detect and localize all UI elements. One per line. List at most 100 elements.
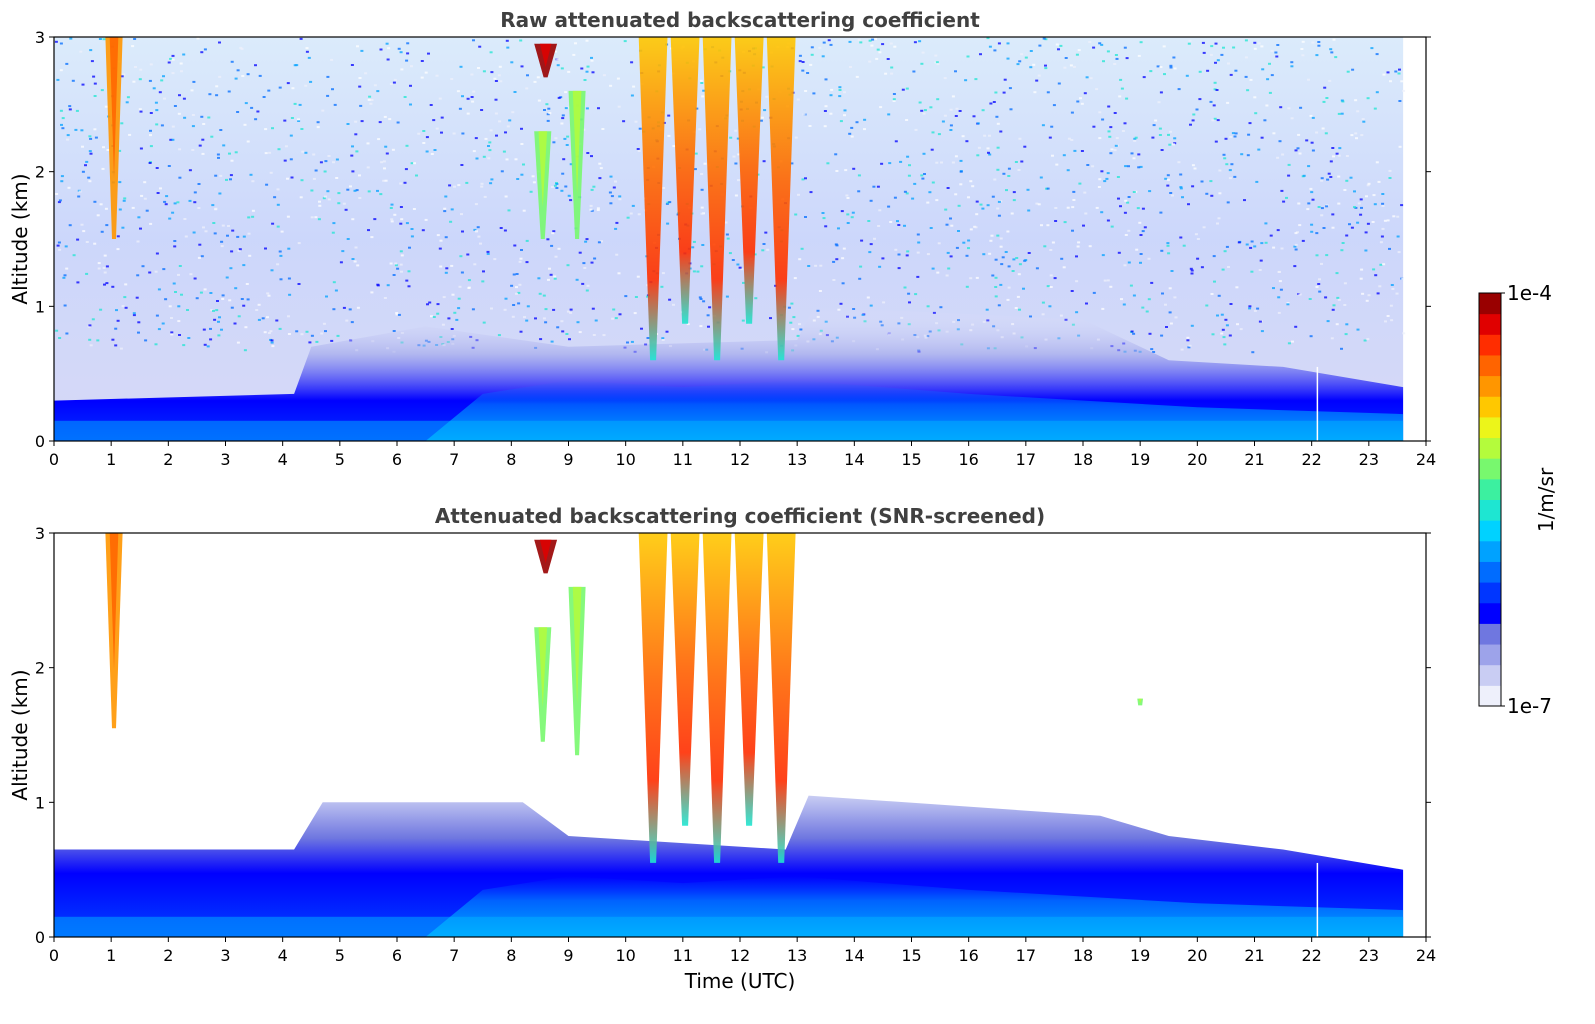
- noise-pixel: [350, 154, 354, 157]
- noise-pixel: [319, 161, 323, 164]
- noise-pixel: [334, 289, 338, 292]
- noise-pixel: [846, 197, 850, 199]
- noise-pixel: [884, 72, 888, 75]
- noise-pixel: [170, 333, 174, 336]
- noise-pixel: [1039, 176, 1043, 179]
- noise-pixel: [665, 202, 669, 205]
- noise-pixel: [611, 317, 615, 320]
- noise-pixel: [267, 332, 271, 334]
- noise-pixel: [848, 132, 852, 135]
- noise-pixel: [450, 208, 454, 211]
- noise-pixel: [1127, 229, 1131, 232]
- noise-pixel: [68, 108, 72, 111]
- noise-pixel: [581, 282, 585, 285]
- x-tick-label: 17: [1016, 450, 1036, 469]
- noise-pixel: [593, 257, 597, 260]
- noise-pixel: [1396, 235, 1400, 238]
- noise-pixel: [1088, 41, 1092, 43]
- noise-pixel: [244, 102, 248, 105]
- noise-pixel: [430, 315, 433, 318]
- noise-pixel: [936, 98, 940, 101]
- noise-pixel: [741, 319, 745, 322]
- noise-pixel: [1006, 57, 1010, 60]
- noise-pixel: [1007, 167, 1011, 170]
- noise-pixel: [404, 168, 408, 171]
- noise-pixel: [1338, 147, 1342, 150]
- noise-pixel: [316, 121, 320, 124]
- noise-pixel: [474, 230, 478, 233]
- noise-pixel: [330, 339, 334, 342]
- noise-pixel: [1220, 332, 1224, 335]
- noise-pixel: [602, 74, 606, 77]
- noise-pixel: [304, 84, 308, 87]
- noise-pixel: [188, 169, 192, 172]
- noise-pixel: [631, 204, 635, 207]
- noise-pixel: [1123, 211, 1127, 214]
- colorbar-band: [1479, 664, 1501, 686]
- noise-pixel: [1366, 97, 1370, 100]
- noise-pixel: [1164, 303, 1167, 306]
- noise-pixel: [360, 120, 364, 123]
- noise-pixel: [479, 242, 482, 245]
- noise-pixel: [1109, 126, 1113, 129]
- noise-pixel: [806, 72, 810, 74]
- noise-pixel: [518, 260, 522, 263]
- noise-pixel: [809, 63, 813, 66]
- noise-pixel: [556, 326, 560, 329]
- x-tick-label: 8: [506, 450, 516, 469]
- noise-pixel: [180, 70, 183, 73]
- noise-pixel: [84, 164, 87, 167]
- noise-pixel: [600, 240, 603, 243]
- noise-pixel: [801, 61, 805, 63]
- noise-pixel: [661, 339, 665, 341]
- noise-pixel: [93, 82, 97, 85]
- noise-pixel: [824, 105, 828, 108]
- noise-pixel: [273, 196, 277, 199]
- noise-pixel: [399, 250, 403, 253]
- noise-pixel: [183, 218, 187, 220]
- noise-pixel: [503, 308, 507, 311]
- noise-pixel: [1353, 190, 1356, 193]
- noise-pixel: [1169, 64, 1173, 67]
- noise-pixel: [1012, 258, 1016, 261]
- noise-pixel: [424, 71, 428, 74]
- noise-pixel: [460, 164, 464, 166]
- noise-pixel: [977, 146, 981, 149]
- noise-pixel: [941, 120, 945, 123]
- noise-pixel: [1307, 165, 1311, 168]
- noise-pixel: [842, 247, 846, 250]
- noise-pixel: [336, 334, 340, 337]
- noise-pixel: [988, 134, 991, 137]
- noise-pixel: [979, 53, 982, 56]
- noise-pixel: [234, 77, 238, 80]
- noise-pixel: [1071, 206, 1075, 209]
- noise-pixel: [700, 212, 704, 215]
- noise-pixel: [220, 328, 223, 331]
- noise-pixel: [1002, 91, 1006, 94]
- noise-pixel: [164, 298, 168, 301]
- noise-pixel: [331, 231, 335, 234]
- noise-pixel: [322, 197, 326, 200]
- noise-pixel: [1320, 179, 1324, 182]
- noise-pixel: [804, 216, 807, 218]
- noise-pixel: [1054, 220, 1058, 222]
- noise-pixel: [944, 208, 948, 211]
- cloud-feature: [105, 533, 123, 729]
- noise-pixel: [69, 37, 73, 40]
- noise-pixel: [218, 316, 221, 319]
- noise-pixel: [1108, 135, 1112, 138]
- noise-pixel: [287, 247, 291, 250]
- noise-pixel: [1301, 40, 1305, 43]
- noise-pixel: [1046, 91, 1050, 94]
- noise-pixel: [55, 193, 59, 195]
- noise-pixel: [200, 255, 204, 258]
- noise-pixel: [1270, 49, 1274, 52]
- noise-pixel: [698, 128, 702, 131]
- noise-pixel: [1100, 211, 1104, 214]
- noise-pixel: [1311, 198, 1315, 201]
- noise-pixel: [1261, 68, 1265, 71]
- noise-pixel: [519, 39, 523, 42]
- noise-pixel: [245, 283, 249, 285]
- noise-pixel: [410, 65, 413, 68]
- noise-pixel: [1255, 180, 1259, 183]
